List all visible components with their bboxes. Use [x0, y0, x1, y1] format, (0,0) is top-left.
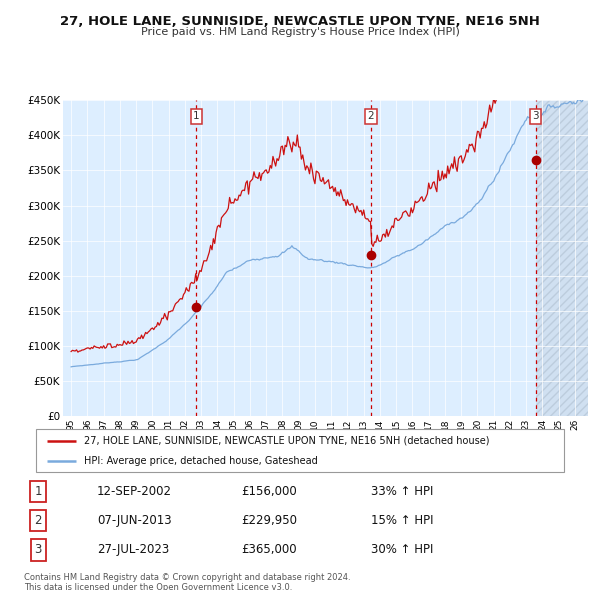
Text: 27, HOLE LANE, SUNNISIDE, NEWCASTLE UPON TYNE, NE16 5NH (detached house): 27, HOLE LANE, SUNNISIDE, NEWCASTLE UPON…: [83, 436, 489, 446]
Bar: [536, 100, 588, 416]
Text: 07-JUN-2013: 07-JUN-2013: [97, 514, 172, 527]
Text: 30% ↑ HPI: 30% ↑ HPI: [371, 543, 433, 556]
Text: Price paid vs. HM Land Registry's House Price Index (HPI): Price paid vs. HM Land Registry's House …: [140, 27, 460, 37]
Text: £156,000: £156,000: [241, 485, 297, 498]
Text: £365,000: £365,000: [241, 543, 297, 556]
Text: HPI: Average price, detached house, Gateshead: HPI: Average price, detached house, Gate…: [83, 456, 317, 466]
Text: £229,950: £229,950: [241, 514, 297, 527]
Text: 12-SEP-2002: 12-SEP-2002: [97, 485, 172, 498]
Text: 2: 2: [368, 112, 374, 122]
Text: Contains HM Land Registry data © Crown copyright and database right 2024.: Contains HM Land Registry data © Crown c…: [24, 573, 350, 582]
FancyBboxPatch shape: [36, 429, 564, 472]
Text: 2: 2: [35, 514, 42, 527]
Text: 15% ↑ HPI: 15% ↑ HPI: [371, 514, 433, 527]
Text: 33% ↑ HPI: 33% ↑ HPI: [371, 485, 433, 498]
Text: 3: 3: [35, 543, 42, 556]
Text: 1: 1: [193, 112, 200, 122]
Text: 27, HOLE LANE, SUNNISIDE, NEWCASTLE UPON TYNE, NE16 5NH: 27, HOLE LANE, SUNNISIDE, NEWCASTLE UPON…: [60, 15, 540, 28]
Text: 3: 3: [532, 112, 539, 122]
Text: 27-JUL-2023: 27-JUL-2023: [97, 543, 169, 556]
Text: This data is licensed under the Open Government Licence v3.0.: This data is licensed under the Open Gov…: [24, 583, 292, 590]
Text: 1: 1: [35, 485, 42, 498]
